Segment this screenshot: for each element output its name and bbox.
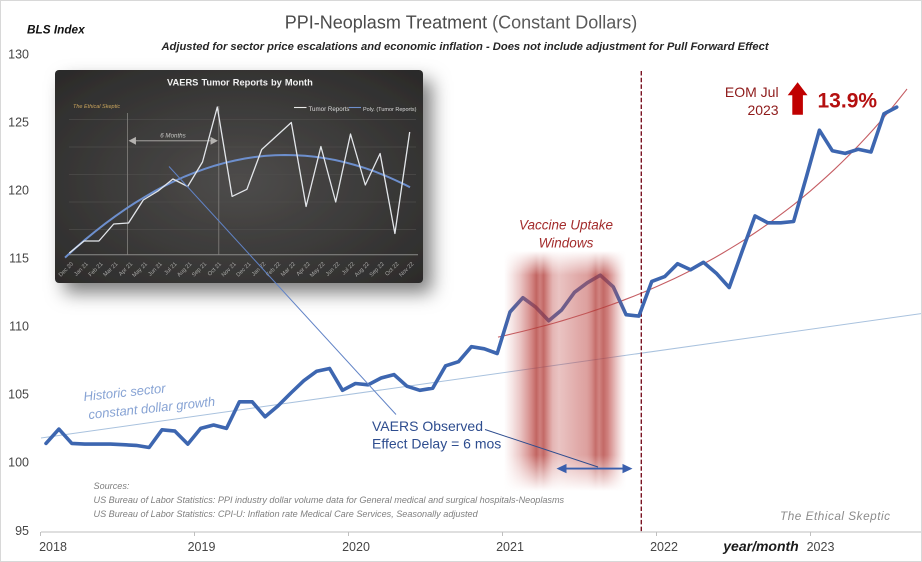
svg-text:100: 100 — [8, 456, 29, 470]
svg-text:2023: 2023 — [747, 102, 778, 118]
svg-text:Adjusted for sector price esca: Adjusted for sector price escalations an… — [160, 41, 769, 53]
svg-text:Tumor Reports: Tumor Reports — [309, 106, 350, 113]
svg-text:105: 105 — [8, 388, 29, 402]
svg-text:The Ethical Skeptic: The Ethical Skeptic — [780, 509, 890, 523]
svg-text:BLS Index: BLS Index — [27, 23, 85, 37]
svg-text:6 Months: 6 Months — [160, 133, 185, 140]
svg-text:year/month: year/month — [722, 538, 798, 554]
svg-text:2022: 2022 — [650, 540, 678, 554]
svg-text:2023: 2023 — [807, 540, 835, 554]
svg-text:2021: 2021 — [496, 540, 524, 554]
svg-text:VAERS Tumor Reports by Month: VAERS Tumor Reports by Month — [167, 78, 313, 88]
svg-text:The Ethical Skeptic: The Ethical Skeptic — [73, 104, 120, 110]
svg-text:US Bureau of Labor Statistics:: US Bureau of Labor Statistics: CPI-U: In… — [94, 509, 479, 519]
svg-text:US Bureau of Labor Statistics:: US Bureau of Labor Statistics: PPI indus… — [94, 495, 565, 505]
svg-text:EOM Jul: EOM Jul — [725, 84, 779, 100]
svg-text:2020: 2020 — [342, 540, 370, 554]
svg-text:Poly. (Tumor Reports): Poly. (Tumor Reports) — [363, 107, 417, 113]
svg-text:Effect Delay = 6 mos: Effect Delay = 6 mos — [372, 436, 501, 452]
svg-text:Windows: Windows — [539, 236, 594, 251]
svg-text:110: 110 — [9, 320, 29, 334]
svg-text:130: 130 — [8, 48, 29, 62]
svg-text:115: 115 — [9, 252, 29, 266]
svg-text:2019: 2019 — [188, 540, 216, 554]
svg-text:125: 125 — [8, 116, 29, 130]
svg-text:Sources:: Sources: — [94, 481, 130, 491]
svg-text:120: 120 — [8, 184, 29, 198]
svg-text:13.9%: 13.9% — [818, 90, 878, 113]
svg-text:2018: 2018 — [39, 540, 67, 554]
svg-text:VAERS Observed: VAERS Observed — [372, 418, 483, 434]
svg-text:PPI-Neoplasm Treatment (Consta: PPI-Neoplasm Treatment (Constant Dollars… — [285, 13, 637, 33]
svg-text:Vaccine Uptake: Vaccine Uptake — [519, 218, 613, 233]
svg-text:95: 95 — [15, 524, 29, 538]
